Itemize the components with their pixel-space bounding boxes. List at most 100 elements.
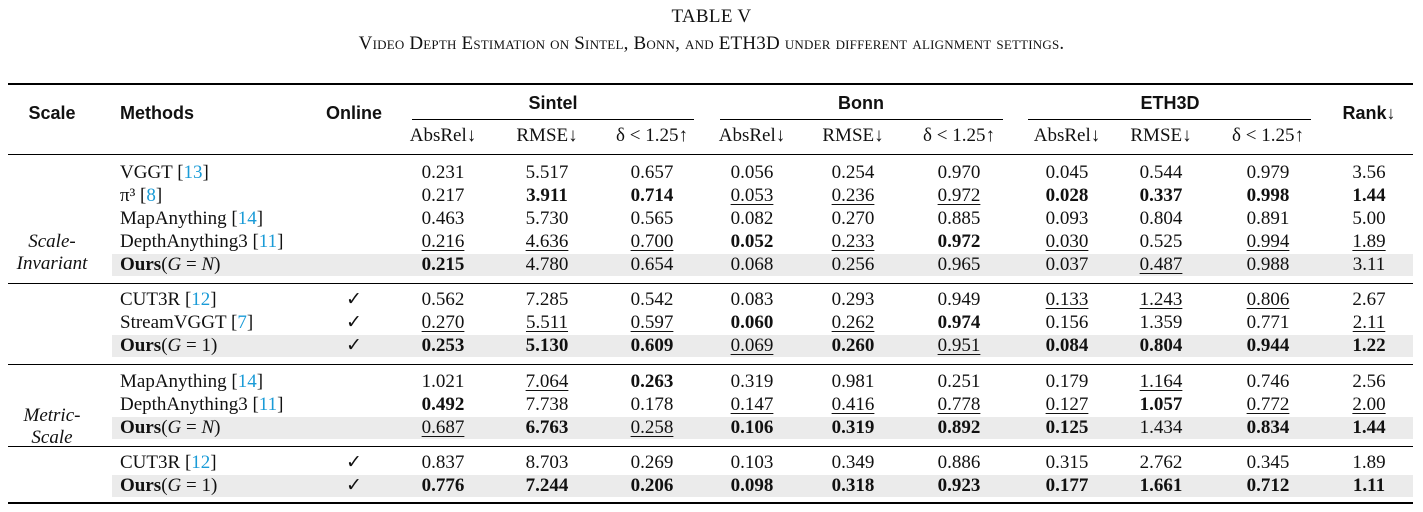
metric-value: 0.262 <box>831 312 875 333</box>
metric-value: 0.891 <box>1246 208 1290 229</box>
block-rule <box>8 446 1413 447</box>
metric-value: 5.511 <box>525 312 569 333</box>
metric-value: 0.700 <box>630 231 674 252</box>
metric-value: 1.021 <box>421 371 465 392</box>
top-rule <box>8 83 1413 85</box>
metric-value: 0.972 <box>937 185 981 206</box>
rank-value: 1.89 <box>1352 231 1386 252</box>
metric-value: 1.243 <box>1139 289 1183 310</box>
header-methods: Methods <box>120 103 194 123</box>
metric-value: 0.125 <box>1045 417 1089 438</box>
metric-value: 5.130 <box>525 335 569 356</box>
metric-value: 0.834 <box>1246 417 1290 438</box>
metric-value: 0.776 <box>421 475 465 496</box>
metric-value: 0.236 <box>831 185 875 206</box>
metric-value: 0.217 <box>421 185 465 206</box>
metric-value: 0.886 <box>937 452 981 473</box>
online-check: ✓ <box>346 289 362 310</box>
online-check: ✓ <box>346 312 362 333</box>
metric-value: 1.434 <box>1139 417 1183 438</box>
metric-value: 0.270 <box>831 208 875 229</box>
metric-value: 0.269 <box>630 452 674 473</box>
rank-value: 1.22 <box>1352 335 1386 356</box>
metric-value: 0.463 <box>421 208 465 229</box>
metric-value: 7.285 <box>525 289 569 310</box>
metric-value: 0.069 <box>730 335 774 356</box>
metric-value: 0.885 <box>937 208 981 229</box>
metric-value: 0.318 <box>831 475 875 496</box>
dataset-rule <box>1028 119 1311 120</box>
metric-value: 0.254 <box>831 162 875 183</box>
ours-row-highlight <box>112 475 1413 497</box>
group-rule <box>8 364 1413 365</box>
metric-value: 0.127 <box>1045 394 1089 415</box>
method-ours: Ours(G = 1) <box>120 335 218 356</box>
metric-value: 7.738 <box>525 394 569 415</box>
metric-value: 0.253 <box>421 335 465 356</box>
header-metric: δ < 1.25↑ <box>1232 125 1304 146</box>
metric-value: 0.714 <box>630 185 674 206</box>
bottom-rule <box>8 502 1413 504</box>
header-metric: AbsRel↓ <box>718 125 786 146</box>
online-check: ✓ <box>346 475 362 496</box>
metric-value: 0.216 <box>421 231 465 252</box>
header-metric: δ < 1.25↑ <box>923 125 995 146</box>
metric-value: 0.804 <box>1139 208 1183 229</box>
metric-value: 0.106 <box>730 417 774 438</box>
rank-value: 2.67 <box>1352 289 1386 310</box>
metric-value: 0.179 <box>1045 371 1089 392</box>
metric-value: 0.349 <box>831 452 875 473</box>
metric-value: 0.177 <box>1045 475 1089 496</box>
metric-value: 7.244 <box>525 475 569 496</box>
metric-value: 0.806 <box>1246 289 1290 310</box>
rank-value: 2.11 <box>1352 312 1386 333</box>
metric-value: 1.661 <box>1139 475 1183 496</box>
header-metric: RMSE↓ <box>1130 125 1192 146</box>
rank-value: 2.56 <box>1352 371 1386 392</box>
header-rule <box>8 154 1413 155</box>
header-metric: AbsRel↓ <box>409 125 477 146</box>
metric-value: 0.944 <box>1246 335 1290 356</box>
metric-value: 0.654 <box>630 254 674 275</box>
method-ours: Ours(G = N) <box>120 254 221 275</box>
method-name: CUT3R [12] <box>120 289 217 310</box>
metric-value: 0.988 <box>1246 254 1290 275</box>
metric-value: 0.215 <box>421 254 465 275</box>
header-metric: RMSE↓ <box>516 125 578 146</box>
metric-value: 0.083 <box>730 289 774 310</box>
method-name: CUT3R [12] <box>120 452 217 473</box>
rank-value: 1.44 <box>1352 185 1386 206</box>
metric-value: 0.979 <box>1246 162 1290 183</box>
metric-value: 0.998 <box>1246 185 1290 206</box>
metric-value: 0.052 <box>730 231 774 252</box>
metric-value: 0.492 <box>421 394 465 415</box>
metric-value: 0.972 <box>937 231 981 252</box>
metric-value: 7.064 <box>525 371 569 392</box>
metric-value: 0.804 <box>1139 335 1183 356</box>
metric-value: 0.994 <box>1246 231 1290 252</box>
metric-value: 0.093 <box>1045 208 1089 229</box>
metric-value: 0.597 <box>630 312 674 333</box>
header-dataset: ETH3D <box>1140 93 1200 113</box>
metric-value: 0.525 <box>1139 231 1183 252</box>
metric-value: 0.837 <box>421 452 465 473</box>
metric-value: 0.772 <box>1246 394 1290 415</box>
metric-value: 0.263 <box>630 371 674 392</box>
scale-label: Metric- Scale <box>23 405 81 448</box>
metric-value: 0.687 <box>421 417 465 438</box>
metric-value: 0.045 <box>1045 162 1089 183</box>
rank-value: 3.56 <box>1352 162 1386 183</box>
metric-value: 0.319 <box>831 417 875 438</box>
metric-value: 0.562 <box>421 289 465 310</box>
method-ours: Ours(G = N) <box>120 417 221 438</box>
metric-value: 3.911 <box>526 185 568 206</box>
metric-value: 0.133 <box>1045 289 1089 310</box>
ours-row-highlight <box>112 417 1413 439</box>
ours-row-highlight <box>112 254 1413 276</box>
metric-value: 0.056 <box>730 162 774 183</box>
rank-value: 1.89 <box>1352 452 1386 473</box>
metric-value: 0.951 <box>937 335 981 356</box>
metric-value: 0.084 <box>1045 335 1089 356</box>
metric-value: 0.965 <box>937 254 981 275</box>
header-dataset: Bonn <box>838 93 884 113</box>
